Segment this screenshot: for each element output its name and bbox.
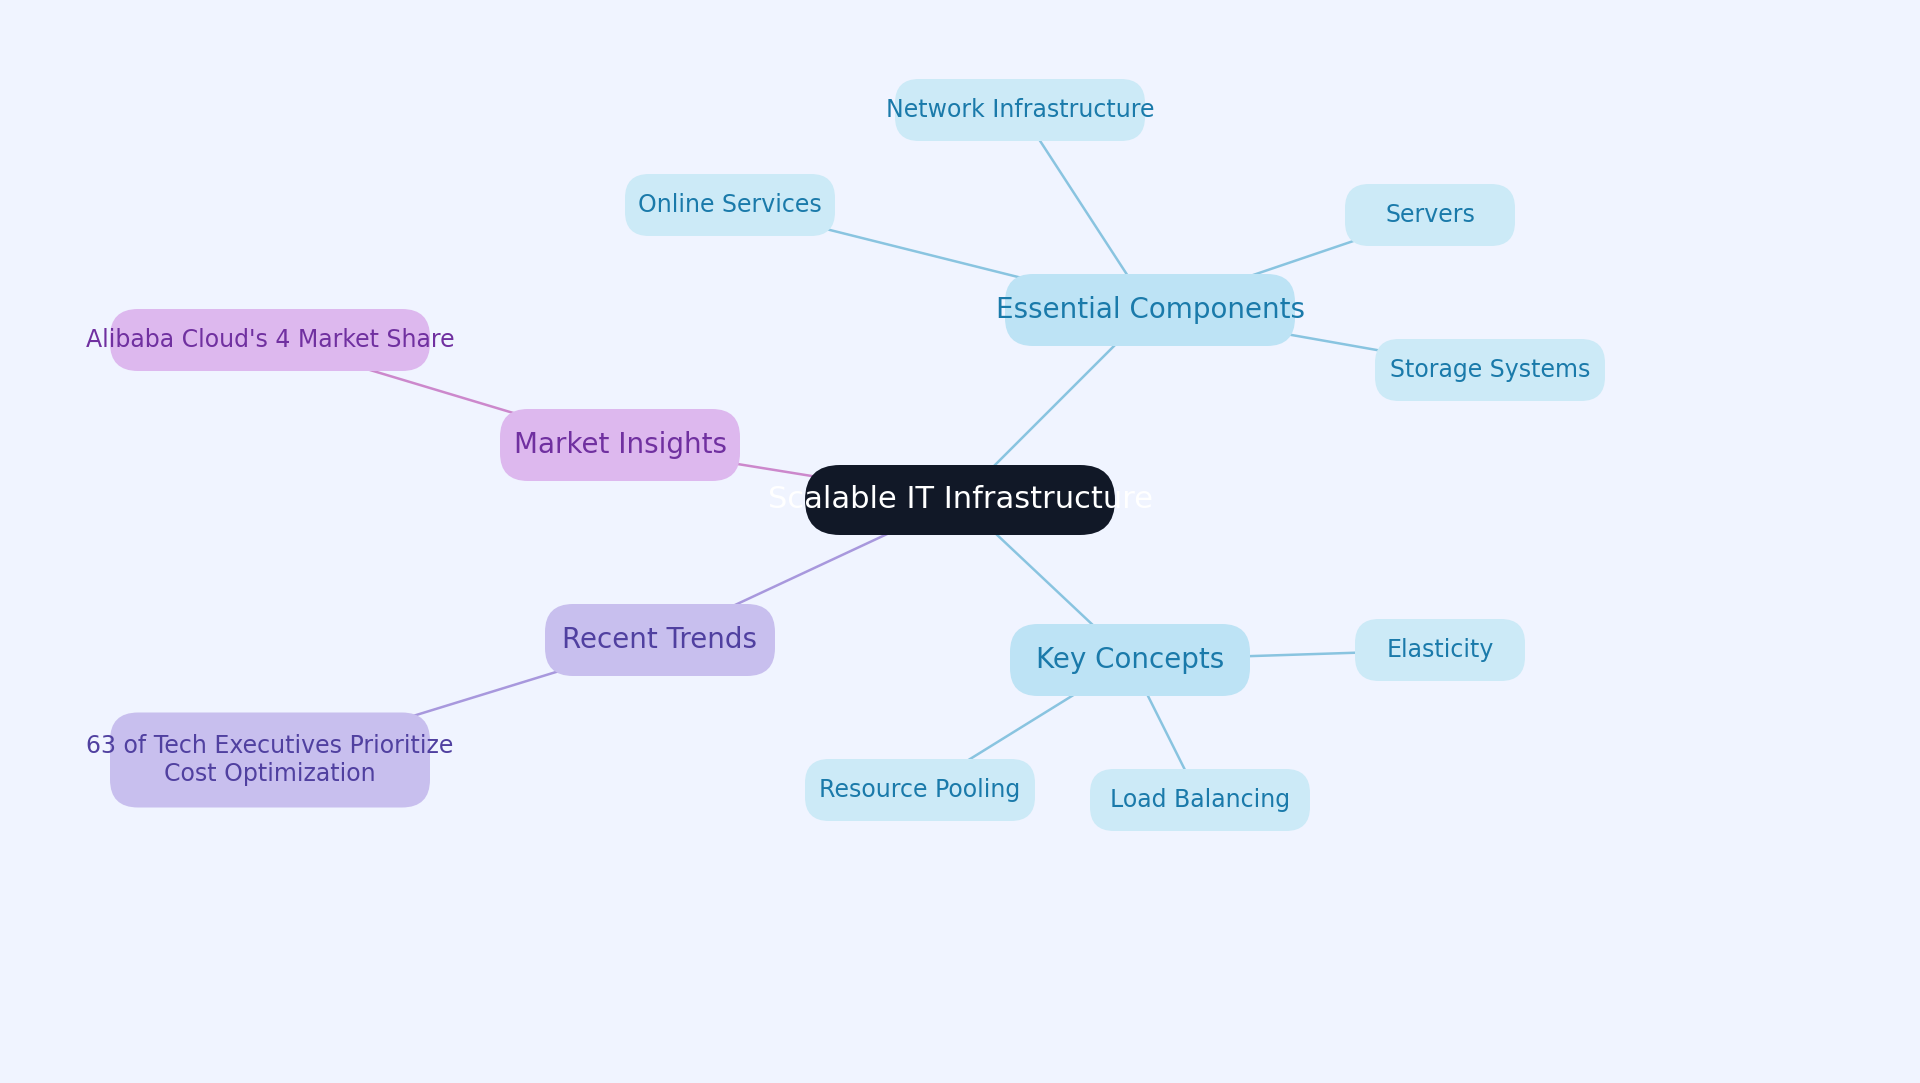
Text: Essential Components: Essential Components [995,296,1304,324]
FancyBboxPatch shape [804,465,1116,535]
FancyBboxPatch shape [109,309,430,371]
Text: Storage Systems: Storage Systems [1390,358,1590,382]
FancyBboxPatch shape [1091,769,1309,831]
FancyBboxPatch shape [1004,274,1294,345]
FancyBboxPatch shape [804,759,1035,821]
FancyBboxPatch shape [499,409,739,481]
Text: Online Services: Online Services [637,193,822,217]
FancyBboxPatch shape [109,713,430,808]
Text: Market Insights: Market Insights [513,431,726,459]
Text: Servers: Servers [1384,203,1475,227]
Text: Alibaba Cloud's 4 Market Share: Alibaba Cloud's 4 Market Share [86,328,455,352]
Text: Elasticity: Elasticity [1386,638,1494,662]
Text: Recent Trends: Recent Trends [563,626,758,654]
FancyBboxPatch shape [1010,624,1250,696]
FancyBboxPatch shape [1356,619,1524,681]
Text: Load Balancing: Load Balancing [1110,788,1290,812]
Text: Scalable IT Infrastructure: Scalable IT Infrastructure [768,485,1152,514]
FancyBboxPatch shape [626,174,835,236]
FancyBboxPatch shape [545,604,776,676]
FancyBboxPatch shape [895,79,1144,141]
Text: Key Concepts: Key Concepts [1037,645,1225,674]
Text: Network Infrastructure: Network Infrastructure [885,97,1154,122]
Text: 63 of Tech Executives Prioritize
Cost Optimization: 63 of Tech Executives Prioritize Cost Op… [86,734,453,786]
FancyBboxPatch shape [1375,339,1605,401]
FancyBboxPatch shape [1346,184,1515,246]
Text: Resource Pooling: Resource Pooling [820,778,1021,803]
